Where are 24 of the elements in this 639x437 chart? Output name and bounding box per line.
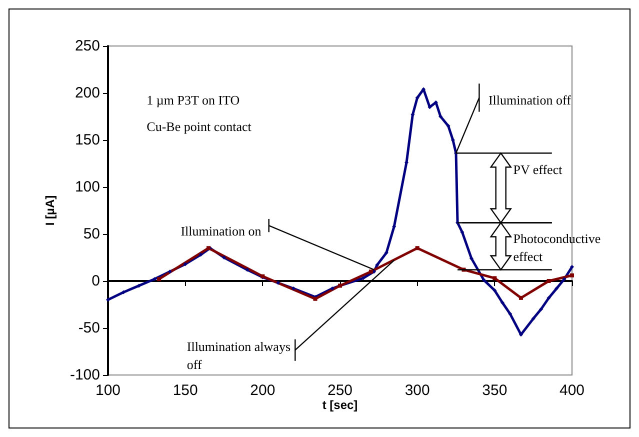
y-tick-label: 0	[92, 272, 100, 290]
y-tick-label: 200	[74, 84, 100, 102]
x-tick-label: 200	[250, 382, 276, 399]
annotation: PV effect	[513, 162, 563, 178]
y-tick-label: -100	[70, 366, 100, 384]
x-tick-label: 250	[327, 382, 353, 399]
y-tick-label: 150	[74, 132, 100, 148]
y-tick-label: 50	[83, 226, 100, 242]
x-tick-label: 100	[95, 382, 121, 399]
annotation: Cu-Be point contact	[146, 118, 252, 134]
x-tick-label: 350	[482, 382, 508, 399]
y-tick-label: 100	[74, 178, 100, 196]
x-axis-title: t [sec]	[322, 398, 358, 412]
annotation: 1 µm P3T on ITO	[146, 92, 240, 108]
annotation: Photoconductive effect	[513, 230, 604, 264]
y-tick-label: -50	[78, 320, 100, 336]
x-tick-label: 300	[404, 382, 430, 399]
annotation: Illumination on	[180, 223, 262, 238]
x-tick-label: 150	[172, 382, 198, 399]
y-tick-label: 250	[74, 38, 100, 54]
annotation: Illumination off	[488, 92, 572, 108]
annotation: Illumination always off	[186, 338, 294, 372]
x-tick-label: 400	[559, 382, 585, 399]
y-axis-title: I [µA]	[43, 195, 57, 226]
